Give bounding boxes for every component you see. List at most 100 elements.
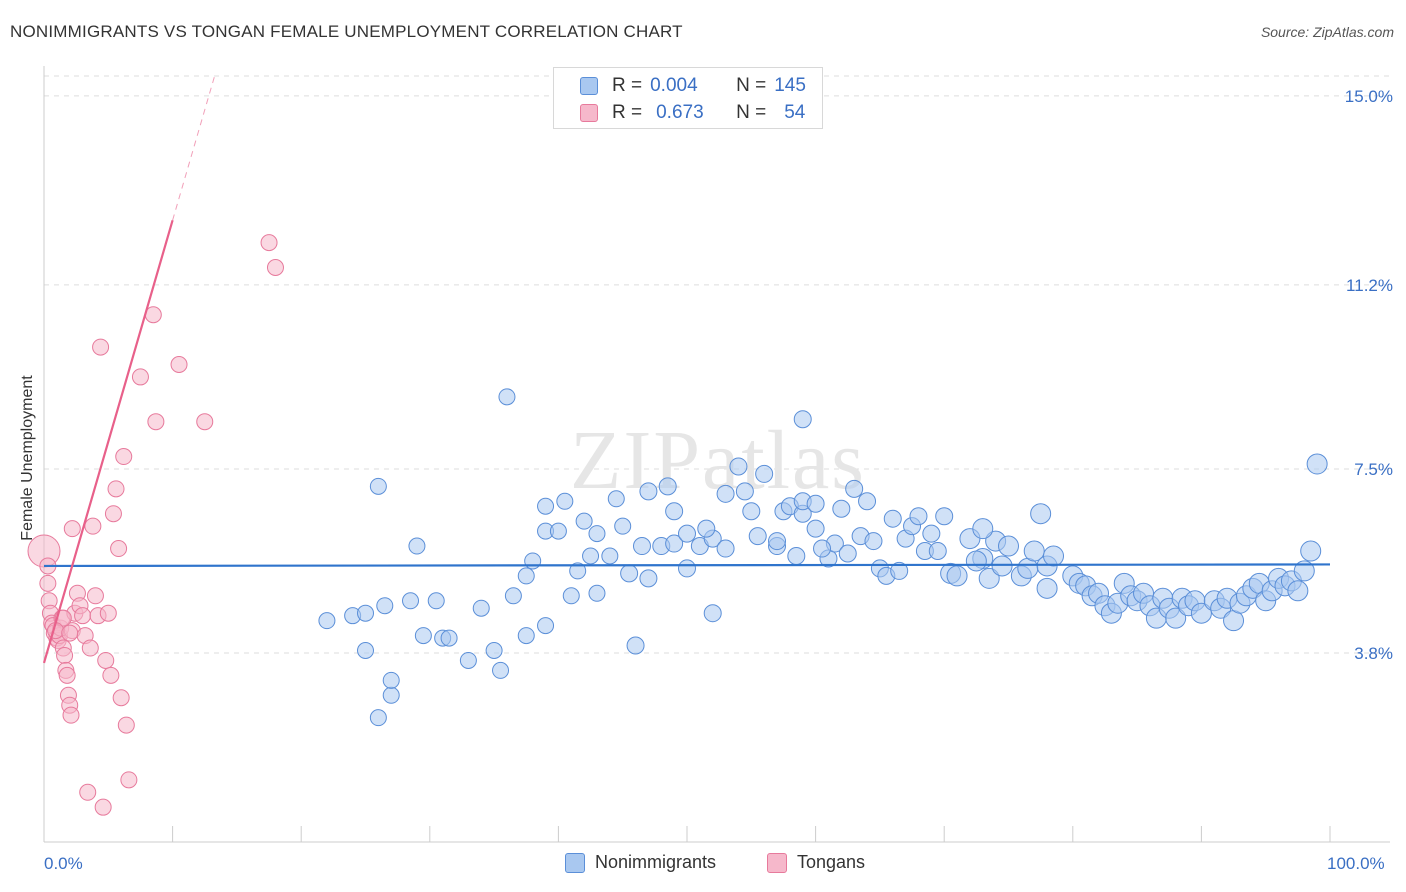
tongans-point (99, 604, 117, 622)
y-tick-labels: 3.8% 7.5% 11.2% 15.0% (1345, 87, 1393, 663)
nonimmigrants-point (537, 617, 555, 635)
tongans-point (260, 234, 278, 252)
nonimmigrants-point (459, 651, 477, 669)
nonimmigrants-point (1043, 545, 1065, 567)
nonimmigrants-point (632, 537, 651, 556)
nonimmigrants-swatch (580, 77, 598, 95)
nonimmigrants-point (806, 494, 825, 513)
nonimmigrants-point (485, 642, 503, 659)
legend-label: Tongans (797, 852, 866, 872)
nonimmigrants-point (890, 561, 909, 580)
nonimmigrants-point (787, 546, 806, 565)
nonimmigrants-point (665, 502, 684, 521)
nonimmigrants-point (517, 627, 535, 645)
nonimmigrants-point (742, 502, 761, 521)
nonimmigrants-point (639, 482, 658, 501)
nonimmigrants-point (408, 537, 426, 555)
tongans-point (62, 706, 80, 724)
x-tick-label: 0.0% (44, 854, 83, 873)
tongans-point (104, 505, 122, 523)
legend-row-nonimmigrants: R = 0.004 N = 145 (580, 73, 806, 99)
nonimmigrants-point (614, 517, 632, 535)
nonimmigrants-point (549, 522, 567, 540)
tongans-point (266, 259, 284, 276)
legend-item-nonimmigrants[interactable]: Nonimmigrants (565, 852, 716, 873)
nonimmigrants-point (517, 567, 535, 585)
nonimmigrants-point (402, 592, 420, 610)
r-label: R = (612, 75, 643, 96)
nonimmigrants-point (735, 482, 754, 501)
nonimmigrants-point (639, 569, 658, 588)
legend-label: Nonimmigrants (595, 852, 717, 872)
r-value: 0.673 (656, 102, 704, 123)
nonimmigrants-point (716, 484, 735, 503)
nonimmigrants-point (369, 709, 387, 727)
tongans-point (63, 520, 81, 538)
nonimmigrants-point (537, 497, 555, 515)
tongans-point (117, 716, 135, 734)
nonimmigrants-point (524, 552, 542, 570)
nonimmigrants-point (909, 507, 928, 526)
tongans-point (86, 587, 104, 605)
nonimmigrants-swatch (565, 852, 585, 873)
nonimmigrants-point (768, 532, 787, 551)
nonimmigrants-point (935, 507, 954, 526)
nonimmigrants-point (626, 636, 645, 655)
nonimmigrants-point (1030, 503, 1052, 525)
x-tick-labels: 0.0% 100.0% (44, 854, 1385, 873)
nonimmigrants-point (1306, 453, 1328, 475)
nonimmigrants-point (575, 512, 593, 530)
tongans-point (74, 607, 92, 625)
nonimmigrants-point (357, 604, 374, 622)
tongans-point (79, 783, 97, 801)
tongans-point (58, 666, 76, 684)
tongans-point (115, 448, 133, 466)
tongans-point (110, 540, 128, 558)
nonimmigrants-point (658, 477, 677, 496)
tongans-point (39, 574, 57, 592)
nonimmigrants-point (620, 564, 639, 583)
nonimmigrants-point (588, 525, 606, 543)
tongans-point (102, 666, 120, 684)
nonimmigrants-point (588, 584, 606, 602)
tongans-points (27, 234, 284, 816)
x-tick-label: 100.0% (1327, 854, 1385, 873)
tongans-swatch (580, 104, 598, 122)
tongans-trend-line (42, 219, 174, 664)
nonimmigrants-point (382, 686, 400, 704)
n-label: N = (736, 102, 767, 123)
nonimmigrants-point (678, 524, 696, 543)
nonimmigrants-point (716, 539, 735, 558)
nonimmigrants-point (369, 477, 387, 495)
nonimmigrants-point (472, 599, 490, 617)
nonimmigrants-point (928, 542, 947, 561)
nonimmigrants-point (498, 388, 516, 406)
nonimmigrants-point (504, 587, 522, 605)
source-label: Source: ZipAtlas.com (1260, 24, 1394, 40)
series-legend: Nonimmigrants Tongans (0, 852, 1406, 878)
nonimmigrants-point (697, 519, 716, 538)
nonimmigrants-point (376, 597, 394, 615)
nonimmigrants-point (972, 518, 994, 540)
tongans-point (92, 338, 110, 356)
nonimmigrants-point (569, 562, 587, 580)
nonimmigrants-point (357, 642, 374, 659)
nonimmigrants-point (582, 547, 600, 565)
nonimmigrants-point (813, 539, 832, 558)
nonimmigrants-point (946, 565, 968, 587)
r-value: 0.004 (650, 75, 698, 96)
n-value: 54 (784, 102, 806, 123)
legend-item-tongans[interactable]: Tongans (767, 852, 865, 873)
nonimmigrants-point (858, 492, 877, 511)
tongans-point (131, 368, 149, 386)
nonimmigrants-point (601, 547, 619, 565)
nonimmigrants-point (414, 627, 432, 645)
nonimmigrants-points (318, 388, 1328, 727)
nonimmigrants-point (748, 527, 767, 546)
y-axis-label: Female Unemployment (19, 375, 36, 541)
nonimmigrants-point (864, 532, 883, 551)
nonimmigrants-trend-line (43, 563, 1331, 568)
nonimmigrants-point (562, 587, 580, 605)
chart-title: NONIMMIGRANTS VS TONGAN FEMALE UNEMPLOYM… (10, 22, 683, 41)
